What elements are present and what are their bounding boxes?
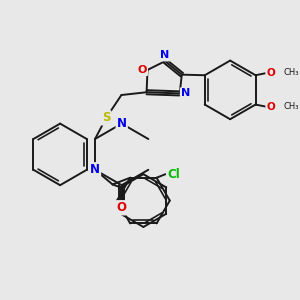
- Text: S: S: [102, 111, 110, 124]
- Text: O: O: [266, 102, 275, 112]
- Text: N: N: [117, 117, 127, 130]
- Text: O: O: [117, 201, 127, 214]
- Text: O: O: [137, 65, 147, 75]
- Text: CH₃: CH₃: [283, 68, 298, 77]
- Text: N: N: [181, 88, 190, 98]
- Text: Cl: Cl: [167, 168, 180, 181]
- Text: O: O: [266, 68, 275, 78]
- Text: N: N: [160, 50, 170, 60]
- Text: N: N: [90, 163, 100, 176]
- Text: CH₃: CH₃: [283, 102, 298, 111]
